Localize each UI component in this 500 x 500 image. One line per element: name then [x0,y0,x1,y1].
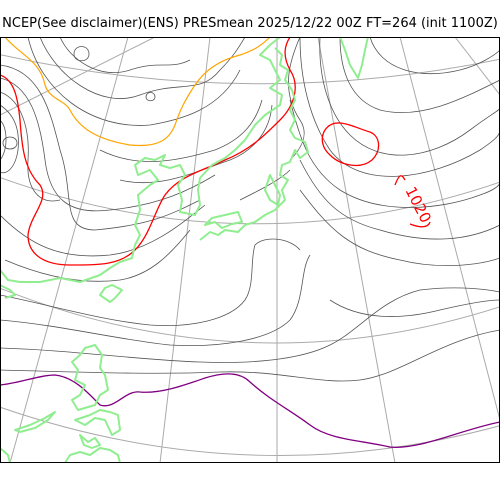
longitude-line [399,37,500,421]
latitude-line [0,287,500,344]
contour-label-1020: 1020 [401,184,434,226]
coastline [14,411,56,433]
pressure-map: 1020 [0,37,500,463]
longitude-line [159,37,211,463]
isobar [299,159,500,240]
contour-orange [4,37,271,147]
isobar [59,37,191,74]
isobar [299,189,500,266]
coastline [204,211,243,229]
coastline [0,447,11,463]
isobar [299,37,500,177]
isobar [0,254,311,346]
coastline [264,174,281,206]
isobar [0,329,500,382]
longitude-line [0,37,156,116]
isobar [0,238,301,326]
coastline [199,47,309,241]
contour-1020-east [394,175,431,228]
coastline [79,434,101,449]
latitude-line [0,54,500,85]
isobar [239,169,291,201]
coastline [74,409,121,436]
longitude-line [454,37,500,96]
coastline [71,344,109,411]
isobar [145,92,156,102]
coastlines [0,37,369,463]
latitude-line [0,406,500,457]
isobar [99,99,263,162]
longitude-line [9,37,129,463]
isobar [2,136,18,150]
isobar [329,299,500,317]
coastline [0,37,283,283]
isobar [119,104,273,184]
isobar [369,37,500,75]
coastline [64,447,121,463]
isobar [0,104,19,174]
coastline [99,284,123,303]
isobar [0,204,206,257]
isobar [339,37,500,114]
isobar [39,37,246,99]
map-panel: 1020 [0,37,500,463]
isobar [319,37,500,156]
isobar [288,37,305,161]
isobar [289,99,500,208]
isobar [0,77,216,212]
contour-1020-west [0,37,296,266]
isobar [27,37,241,126]
longitude-line [317,37,396,463]
isobars [0,37,500,382]
contour-1020 [0,37,431,266]
contour-1020-high [321,122,380,167]
contour-purple [0,373,500,448]
coastline [0,284,16,299]
isobar [4,229,191,282]
isobar [0,287,500,363]
graticule [0,37,500,463]
isobar [0,64,201,231]
isobar [0,91,61,202]
coastline [339,37,369,79]
isobar [0,119,7,161]
map-title: NCEP(See disclaimer)(ENS) PRESmean 2025/… [2,16,498,31]
